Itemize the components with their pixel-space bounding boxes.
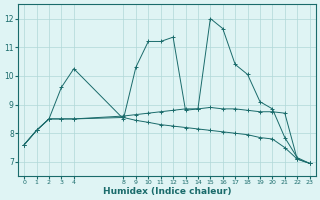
X-axis label: Humidex (Indice chaleur): Humidex (Indice chaleur): [103, 187, 231, 196]
